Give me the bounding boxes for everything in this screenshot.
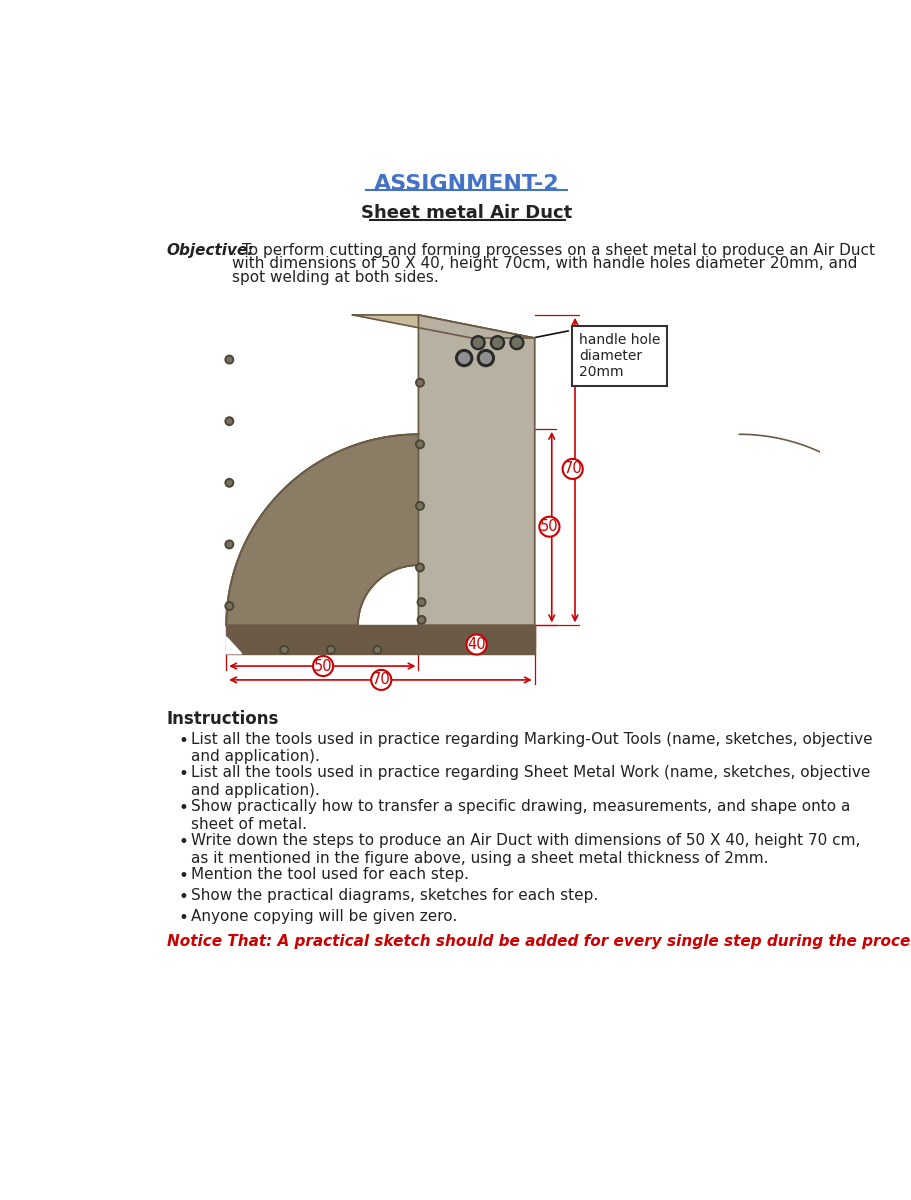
Polygon shape <box>226 625 418 654</box>
Circle shape <box>415 563 425 571</box>
Text: •: • <box>179 799 189 817</box>
Circle shape <box>225 479 233 487</box>
Text: 50: 50 <box>540 520 558 534</box>
Circle shape <box>417 380 423 385</box>
Text: ASSIGNMENT-2: ASSIGNMENT-2 <box>374 174 559 194</box>
Text: handle hole
diameter
20mm: handle hole diameter 20mm <box>578 332 660 379</box>
Text: 70: 70 <box>372 672 391 688</box>
Text: 50: 50 <box>313 659 333 673</box>
Text: Anyone copying will be given zero.: Anyone copying will be given zero. <box>191 908 457 924</box>
Circle shape <box>329 648 333 652</box>
Text: Notice That: A practical sketch should be added for every single step during the: Notice That: A practical sketch should b… <box>167 934 911 949</box>
Text: •: • <box>179 908 189 926</box>
Circle shape <box>563 458 583 479</box>
Text: : To perform cutting and forming processes on a sheet metal to produce an Air Du: : To perform cutting and forming process… <box>232 242 875 258</box>
Circle shape <box>415 378 425 386</box>
Circle shape <box>490 336 505 349</box>
Text: with dimensions of 50 X 40, height 70cm, with handle holes diameter 20mm, and: with dimensions of 50 X 40, height 70cm,… <box>232 257 858 271</box>
Circle shape <box>474 338 483 347</box>
Circle shape <box>466 635 486 654</box>
Polygon shape <box>226 314 241 329</box>
Text: Show practically how to transfer a specific drawing, measurements, and shape ont: Show practically how to transfer a speci… <box>191 799 851 832</box>
Circle shape <box>225 416 233 426</box>
Polygon shape <box>226 637 241 654</box>
Text: •: • <box>179 833 189 851</box>
Circle shape <box>374 646 382 654</box>
Circle shape <box>227 419 231 424</box>
Circle shape <box>510 336 524 349</box>
Circle shape <box>225 601 233 611</box>
Circle shape <box>227 604 231 608</box>
Circle shape <box>419 618 424 622</box>
Circle shape <box>512 338 521 347</box>
Text: List all the tools used in practice regarding Marking-Out Tools (name, sketches,: List all the tools used in practice rega… <box>191 732 873 764</box>
Circle shape <box>375 648 380 652</box>
Circle shape <box>459 353 469 364</box>
Text: List all the tools used in practice regarding Sheet Metal Work (name, sketches, : List all the tools used in practice rega… <box>191 766 871 798</box>
Circle shape <box>227 358 231 362</box>
Polygon shape <box>226 434 418 625</box>
Text: Write down the steps to produce an Air Duct with dimensions of 50 X 40, height 7: Write down the steps to produce an Air D… <box>191 833 861 865</box>
Circle shape <box>280 646 289 654</box>
Text: 70: 70 <box>563 462 582 476</box>
Text: Mention the tool used for each step.: Mention the tool used for each step. <box>191 868 469 882</box>
Circle shape <box>313 656 333 676</box>
Circle shape <box>417 598 425 606</box>
Circle shape <box>227 542 231 547</box>
Circle shape <box>417 565 423 570</box>
Text: •: • <box>179 888 189 906</box>
Text: spot welding at both sides.: spot welding at both sides. <box>232 270 439 286</box>
Circle shape <box>480 353 491 364</box>
Circle shape <box>227 480 231 485</box>
Circle shape <box>417 442 423 446</box>
Circle shape <box>419 600 424 605</box>
Text: Show the practical diagrams, sketches for each step.: Show the practical diagrams, sketches fo… <box>191 888 599 902</box>
Circle shape <box>417 504 423 509</box>
Circle shape <box>477 349 495 366</box>
Circle shape <box>539 517 559 536</box>
Polygon shape <box>418 314 535 625</box>
Text: •: • <box>179 766 189 784</box>
Text: Sheet metal Air Duct: Sheet metal Air Duct <box>361 204 572 222</box>
Circle shape <box>471 336 485 349</box>
Circle shape <box>415 502 425 510</box>
Text: •: • <box>179 732 189 750</box>
Circle shape <box>415 440 425 449</box>
Circle shape <box>371 670 392 690</box>
Circle shape <box>417 616 425 624</box>
Text: Objective:: Objective: <box>167 242 254 258</box>
Text: 40: 40 <box>467 637 486 652</box>
Circle shape <box>282 648 287 652</box>
Text: •: • <box>179 868 189 886</box>
Circle shape <box>493 338 502 347</box>
Polygon shape <box>353 314 535 338</box>
Text: Instructions: Instructions <box>167 710 279 728</box>
Circle shape <box>225 355 233 364</box>
Circle shape <box>456 349 473 366</box>
Circle shape <box>225 540 233 548</box>
Circle shape <box>327 646 335 654</box>
Polygon shape <box>418 625 535 654</box>
